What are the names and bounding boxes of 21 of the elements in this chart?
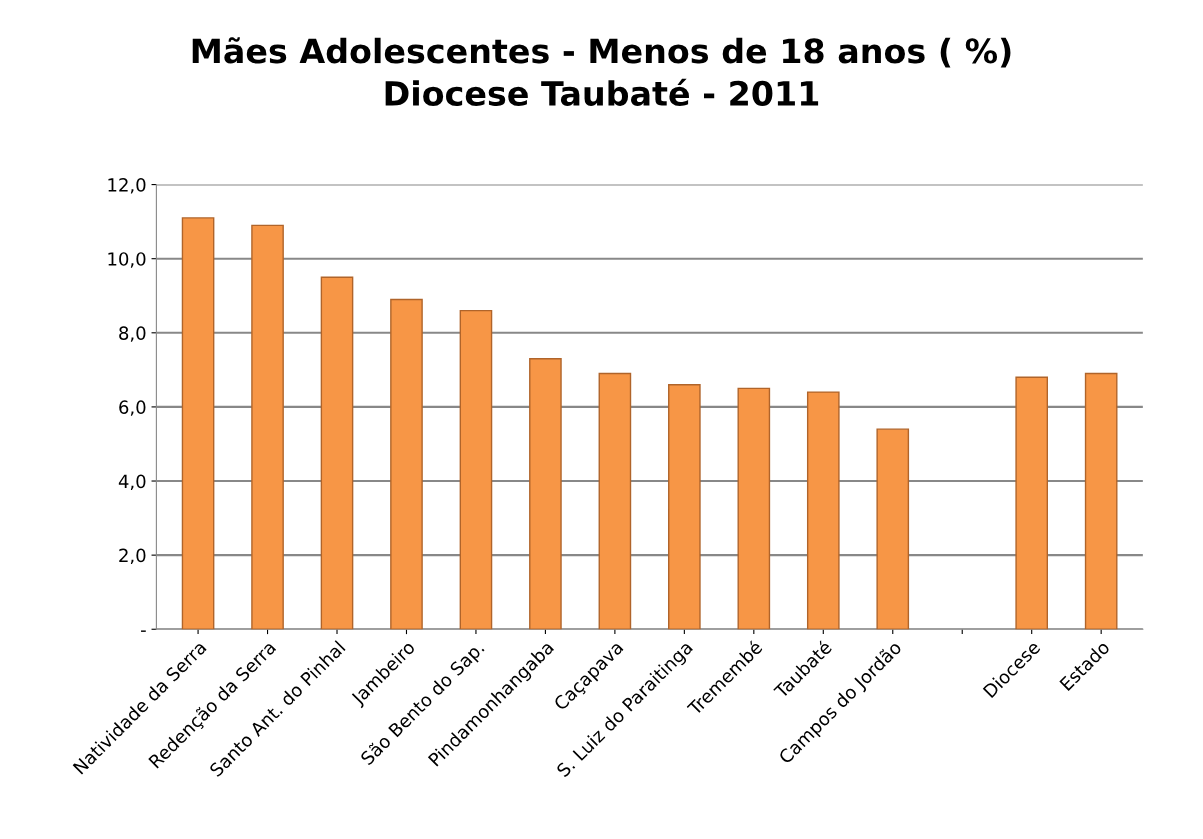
bar	[598, 372, 632, 630]
y-tick-label: 6,0	[119, 400, 146, 416]
y-tick-label: 2,0	[119, 548, 146, 565]
y-tick-label: 10,0	[108, 252, 146, 268]
bar	[320, 276, 354, 630]
bar	[806, 391, 840, 630]
bar	[181, 217, 215, 630]
chart-title: Mães Adolescentes - Menos de 18 anos ( %) Diocese Taubaté - 2011	[192, 37, 1011, 106]
bar	[668, 383, 701, 630]
y-tick-label: 4,0	[118, 474, 146, 490]
bar	[737, 387, 771, 630]
bar	[1015, 376, 1049, 630]
y-tick-label: 8,0	[119, 326, 146, 342]
bar	[459, 309, 493, 630]
y-tick-label: -	[141, 630, 146, 632]
y-tick-label: 12,0	[108, 178, 146, 194]
bar	[1084, 372, 1118, 630]
bar	[251, 224, 284, 630]
bar	[390, 298, 423, 630]
bar	[529, 358, 562, 630]
bar	[876, 428, 910, 630]
